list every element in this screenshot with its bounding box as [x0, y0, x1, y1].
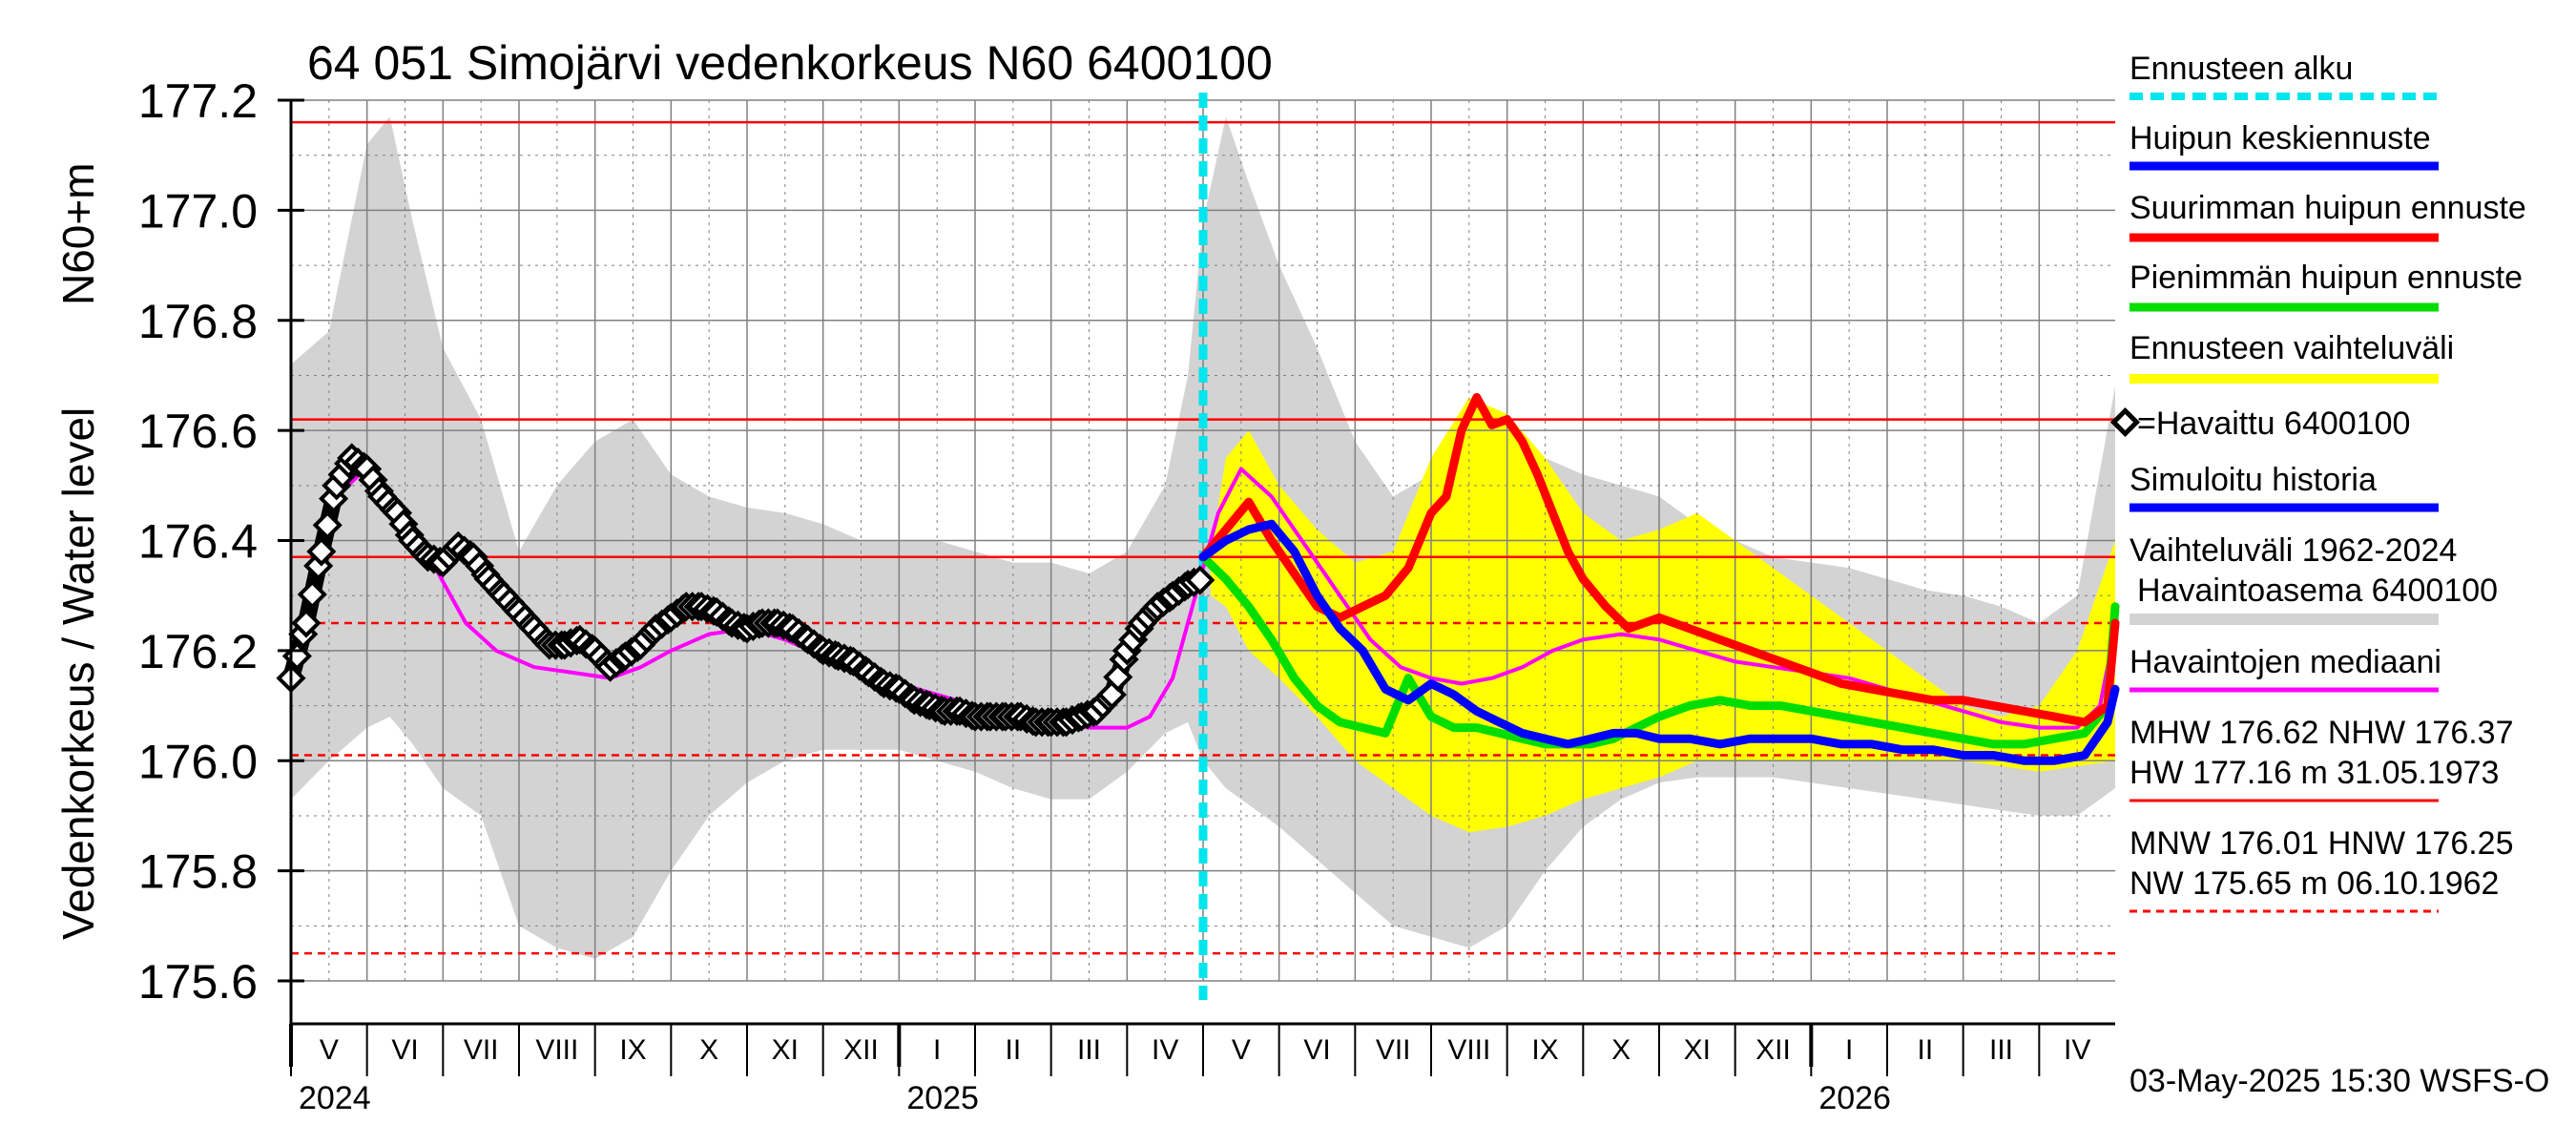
month-label: III — [1077, 1034, 1101, 1066]
axes: 175.6 175.8 176.0 176.2 176.4 176.6 176.8 177.0… — [138, 74, 2115, 1116]
month-label: VI — [391, 1034, 418, 1066]
month-label: VIII — [1447, 1034, 1490, 1066]
year-label: 2024 — [299, 1080, 371, 1116]
y-tick-label: 176.0 — [138, 735, 258, 788]
observed-point — [297, 579, 327, 610]
legend-range-line1: Vaihteluväli 1962-2024 — [2129, 532, 2457, 569]
reference-lines — [291, 93, 2115, 1000]
legend-forecast-range-label: Ennusteen vaihteluväli — [2129, 330, 2454, 366]
y-tick-label: 176.2 — [138, 625, 258, 678]
y-tick-label: 176.4 — [138, 515, 258, 569]
legend: Ennusteen alku Huipun keskiennuste Suuri… — [2109, 51, 2526, 913]
y-tick-label: 175.8 — [138, 845, 258, 899]
month-label: VI — [1303, 1034, 1330, 1066]
observed-point — [306, 536, 337, 567]
year-label: 2025 — [906, 1080, 979, 1116]
observed-point — [291, 608, 322, 638]
month-label: XII — [843, 1034, 879, 1066]
min-peak-forecast-line — [1198, 552, 2120, 749]
month-label: III — [1989, 1034, 2013, 1066]
mean-peak-forecast-line — [1198, 519, 2120, 765]
y-axis-unit: N60+m — [53, 162, 103, 305]
month-label: VII — [464, 1034, 499, 1066]
month-label: I — [1845, 1034, 1853, 1066]
observed-point — [1185, 565, 1215, 595]
legend-range-line2: Havaintoasema 6400100 — [2137, 572, 2498, 609]
legend-stats1-line1: MHW 176.62 NHW 176.37 — [2129, 715, 2514, 751]
month-label: XII — [1755, 1034, 1791, 1066]
month-label: IV — [2064, 1034, 2090, 1066]
month-label: V — [320, 1034, 339, 1066]
legend-stats2-line2: NW 175.65 m 06.10.1962 — [2129, 865, 2499, 902]
legend-observed-label: =Havaittu 6400100 — [2137, 406, 2410, 442]
month-label: I — [933, 1034, 941, 1066]
month-label: II — [1005, 1034, 1021, 1066]
legend-forecast-start-label: Ennusteen alku — [2129, 51, 2353, 87]
month-label: X — [1611, 1034, 1631, 1066]
y-tick-label: 175.6 — [138, 955, 258, 1009]
legend-mean-peak-label: Huipun keskiennuste — [2129, 120, 2431, 156]
month-label: II — [1917, 1034, 1933, 1066]
series-lines — [276, 393, 2120, 765]
month-label: IX — [1531, 1034, 1558, 1066]
legend-min-peak-label: Pienimmän huipun ennuste — [2129, 260, 2523, 296]
chart-title: 64 051 Simojärvi vedenkorkeus N60 640010… — [307, 36, 1273, 90]
legend-median-label: Havaintojen mediaani — [2129, 644, 2441, 680]
y-tick-label: 176.6 — [138, 405, 258, 458]
legend-max-peak-label: Suurimman huipun ennuste — [2129, 190, 2526, 226]
month-label: IV — [1152, 1034, 1178, 1066]
legend-stats2-line1: MNW 176.01 HNW 176.25 — [2129, 825, 2514, 862]
year-label: 2026 — [1818, 1080, 1891, 1116]
max-peak-forecast-line — [1198, 393, 2120, 727]
month-label: XI — [1684, 1034, 1711, 1066]
month-label: XI — [772, 1034, 799, 1066]
y-tick-label: 177.2 — [138, 74, 258, 128]
month-label: X — [699, 1034, 718, 1066]
grid-lines — [291, 99, 2115, 982]
y-tick-label: 177.0 — [138, 184, 258, 238]
month-label: VIII — [535, 1034, 578, 1066]
month-label: V — [1232, 1034, 1251, 1066]
legend-observed-marker-icon — [2109, 406, 2141, 438]
y-tick-label: 176.8 — [138, 295, 258, 348]
month-label: IX — [619, 1034, 646, 1066]
month-label: VII — [1376, 1034, 1411, 1066]
footer-timestamp: 03-May-2025 15:30 WSFS-O — [2129, 1063, 2549, 1099]
observed-point — [312, 510, 343, 540]
legend-simulated-label: Simuloitu historia — [2129, 462, 2377, 498]
legend-stats1-line2: HW 177.16 m 31.05.1973 — [2129, 755, 2499, 791]
y-axis-label: Vedenkorkeus / Water level — [53, 407, 103, 940]
